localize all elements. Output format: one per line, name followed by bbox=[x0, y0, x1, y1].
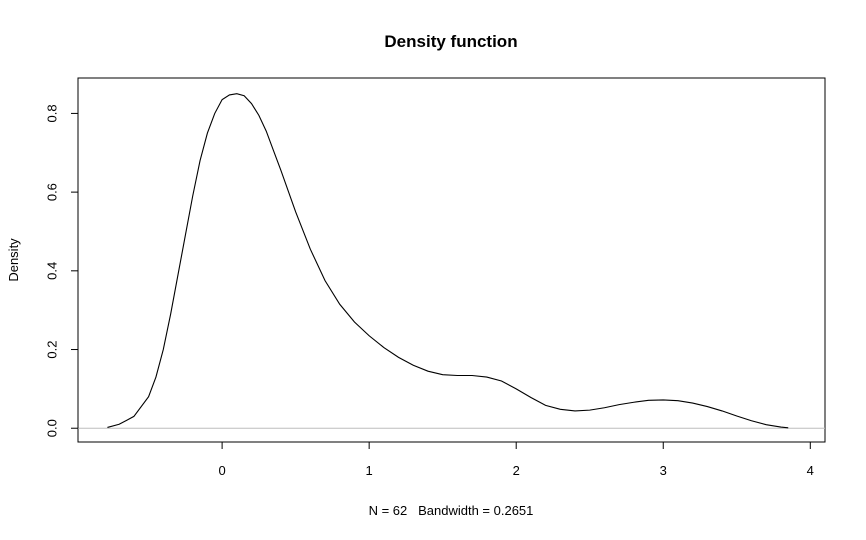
x-tick-label: 1 bbox=[366, 463, 373, 478]
density-curve bbox=[107, 93, 789, 429]
x-tick-label: 4 bbox=[807, 463, 814, 478]
y-tick-label: 0.4 bbox=[45, 262, 60, 280]
chart-title: Density function bbox=[384, 32, 517, 51]
x-axis: 0 1 2 3 4 bbox=[218, 441, 814, 478]
y-tick-label: 0.2 bbox=[45, 340, 60, 358]
y-tick-label: 0.8 bbox=[45, 104, 60, 122]
y-axis-label: Density bbox=[6, 238, 21, 282]
plot-frame bbox=[77, 77, 826, 443]
x-tick-label: 2 bbox=[513, 463, 520, 478]
y-tick-label: 0.6 bbox=[45, 183, 60, 201]
y-tick-label: 0.0 bbox=[45, 419, 60, 437]
x-tick-label: 0 bbox=[218, 463, 225, 478]
y-axis: 0.0 0.2 0.4 0.6 0.8 bbox=[45, 104, 79, 437]
x-axis-label: N = 62 Bandwidth = 0.2651 bbox=[369, 503, 534, 518]
x-tick-label: 3 bbox=[660, 463, 667, 478]
